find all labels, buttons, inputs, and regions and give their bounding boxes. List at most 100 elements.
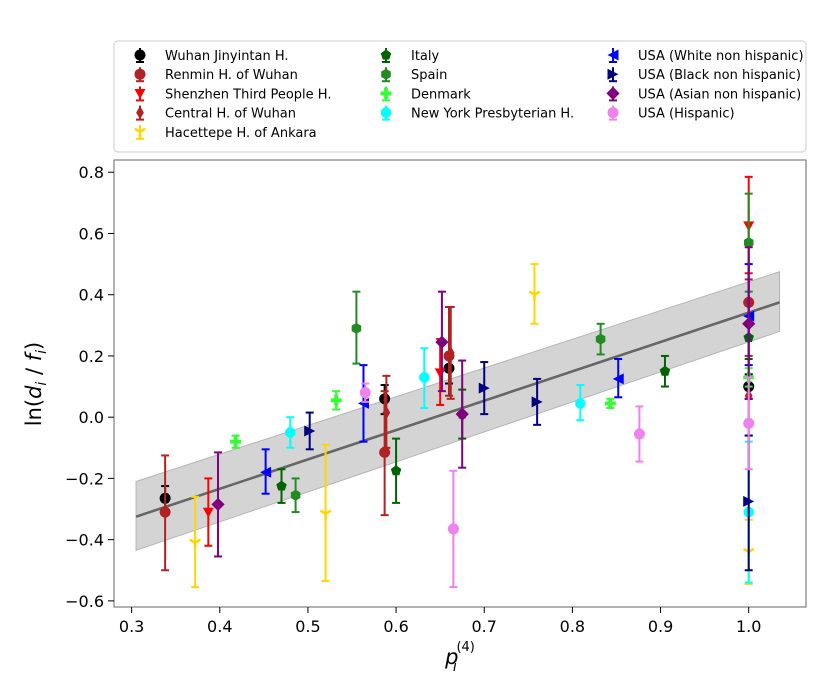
- data-point: [612, 358, 624, 399]
- point-marker: [743, 495, 755, 507]
- legend-marker: [380, 87, 392, 99]
- legend-marker: [134, 89, 146, 99]
- point-marker: [419, 372, 430, 383]
- legend-marker: [381, 68, 391, 80]
- point-marker: [230, 436, 242, 448]
- data-point: [276, 468, 287, 504]
- y-tick-label: 0.6: [79, 224, 104, 243]
- point-marker: [595, 333, 606, 345]
- data-point: [595, 322, 606, 356]
- data-point: [531, 377, 543, 426]
- point-marker: [633, 428, 645, 440]
- series-8: [285, 347, 754, 584]
- data-point: [528, 263, 541, 325]
- point-marker: [455, 407, 469, 421]
- legend-label: Wuhan Jinyintan H.: [165, 49, 289, 64]
- data-point: [202, 477, 214, 547]
- point-marker: [447, 523, 459, 535]
- point-marker: [659, 365, 671, 376]
- legend-item: New York Presbyterian H.: [380, 105, 574, 122]
- points-layer: [159, 175, 756, 589]
- legend-label: Renmin H. of Wuhan: [165, 68, 298, 83]
- point-marker: [319, 509, 332, 520]
- series-6: [290, 192, 754, 514]
- data-point: [230, 434, 242, 449]
- legend-item: USA (Asian non hispanic): [606, 86, 801, 102]
- point-marker: [434, 368, 446, 379]
- data-point: [633, 405, 645, 463]
- data-point: [435, 290, 449, 393]
- point-marker: [382, 405, 391, 420]
- legend-label: New York Presbyterian H.: [411, 107, 574, 122]
- legend-marker: [607, 68, 619, 80]
- legend-label: Denmark: [411, 87, 471, 102]
- y-tick-label: −0.6: [65, 592, 104, 611]
- y-tick-label: 0.4: [79, 286, 104, 305]
- series-10: [304, 361, 755, 572]
- data-point: [604, 397, 616, 409]
- y-tick-label: 0.8: [79, 163, 104, 182]
- point-marker: [604, 397, 616, 409]
- data-point: [446, 305, 455, 400]
- data-point: [382, 374, 391, 449]
- legend-label: USA (Hispanic): [638, 107, 735, 122]
- series-12: [359, 376, 755, 589]
- x-tick-label: 0.6: [383, 617, 408, 636]
- x-axis: 0.3 0.4 0.5 0.6 0.7 0.8 0.9 1.0: [119, 607, 761, 636]
- point-marker: [742, 317, 756, 331]
- point-marker: [285, 427, 296, 438]
- legend-item: Wuhan Jinyintan H.: [134, 48, 289, 64]
- point-marker: [290, 489, 301, 501]
- data-point: [359, 382, 371, 403]
- legend-label: Shenzhen Third People H.: [165, 87, 331, 102]
- x-tick-label: 0.3: [119, 617, 144, 636]
- legend-label: Hacettepe H. of Ankara: [165, 126, 317, 141]
- point-marker: [612, 373, 624, 385]
- legend-item: USA (Hispanic): [607, 105, 735, 122]
- legend-label: Italy: [411, 49, 440, 64]
- data-point: [260, 448, 272, 495]
- point-marker: [330, 394, 342, 406]
- point-marker: [276, 480, 287, 491]
- x-tick-label: 0.7: [472, 617, 497, 636]
- data-point: [159, 454, 171, 572]
- y-tick-label: 0.0: [79, 408, 104, 427]
- point-marker: [159, 506, 171, 518]
- data-point: [743, 376, 755, 471]
- data-point: [419, 347, 430, 409]
- legend-label: USA (White non hispanic): [638, 49, 804, 64]
- y-axis-label: ln(di / fi): [22, 342, 50, 427]
- point-marker: [435, 335, 449, 349]
- data-point: [659, 354, 671, 388]
- legend-item: Denmark: [380, 86, 471, 102]
- legend-label: Central H. of Wuhan: [165, 107, 296, 122]
- legend-item: Hacettepe H. of Ankara: [134, 124, 317, 141]
- y-tick-label: 0.2: [79, 347, 104, 366]
- legend-label: USA (Black non hispanic): [638, 68, 801, 83]
- point-marker: [260, 466, 272, 478]
- data-point: [390, 437, 402, 504]
- x-tick-label: 0.8: [560, 617, 585, 636]
- y-tick-label: −0.4: [65, 531, 104, 550]
- point-marker: [189, 538, 201, 549]
- data-point: [304, 411, 316, 451]
- legend-marker: [380, 49, 392, 60]
- point-marker: [379, 446, 391, 458]
- point-marker: [743, 237, 754, 249]
- point-marker: [359, 387, 371, 399]
- series-11: [211, 246, 756, 558]
- point-marker: [575, 398, 586, 409]
- legend-marker: [134, 68, 146, 80]
- data-point: [189, 495, 201, 589]
- data-point: [575, 384, 586, 422]
- x-axis-label-sup: (4): [456, 640, 474, 655]
- point-marker: [390, 465, 402, 476]
- legend-marker: [606, 86, 620, 100]
- legend-item: Spain: [381, 67, 447, 83]
- confidence-band: [135, 271, 781, 552]
- fit-line: [135, 301, 780, 518]
- plot-frame: [113, 159, 807, 608]
- legend-marker: [607, 107, 619, 119]
- legend-marker: [136, 106, 144, 120]
